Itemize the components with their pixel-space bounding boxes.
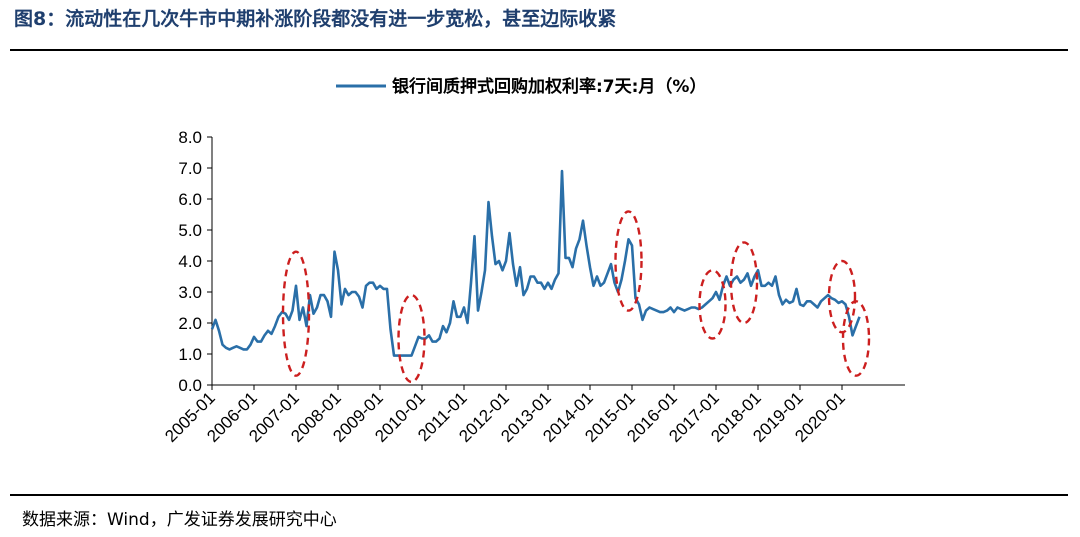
- source-note: 数据来源：Wind，广发证券发展研究中心: [22, 510, 337, 530]
- highlight-ellipse: [397, 293, 426, 384]
- highlight-ellipse: [729, 241, 759, 325]
- y-tick-label: 7.0: [178, 159, 202, 178]
- y-tick-label: 2.0: [178, 314, 202, 333]
- source-divider: [10, 494, 1068, 496]
- y-tick-label: 8.0: [178, 128, 202, 147]
- figure-title: 图8：流动性在几次牛市中期补涨阶段都没有进一步宽松，甚至边际收紧: [14, 8, 617, 30]
- y-tick-label: 0.0: [178, 376, 202, 395]
- y-tick-label: 6.0: [178, 190, 202, 209]
- chart-legend: 银行间质押式回购加权利率:7天:月（%）: [336, 76, 706, 97]
- highlight-ellipse: [841, 300, 871, 377]
- annotation-group: [281, 210, 871, 384]
- y-tick-label: 4.0: [178, 252, 202, 271]
- y-axis-ticks: 0.0 1.0 2.0 3.0 4.0 5.0 6.0 7.0 8.0: [178, 128, 212, 395]
- highlight-ellipse: [614, 210, 643, 312]
- highlight-ellipse: [827, 259, 857, 334]
- highlight-ellipse: [281, 250, 311, 377]
- highlight-ellipse: [698, 269, 727, 340]
- series-line: [210, 169, 861, 357]
- y-tick-label: 1.0: [178, 345, 202, 364]
- x-axis-ticks: 2005-012006-012007-012008-012009-012010-…: [161, 385, 849, 446]
- series-group: [210, 169, 861, 357]
- y-tick-label: 5.0: [178, 221, 202, 240]
- title-divider: [10, 49, 1068, 51]
- legend-label: 银行间质押式回购加权利率:7天:月（%）: [392, 76, 706, 97]
- y-tick-label: 3.0: [178, 283, 202, 302]
